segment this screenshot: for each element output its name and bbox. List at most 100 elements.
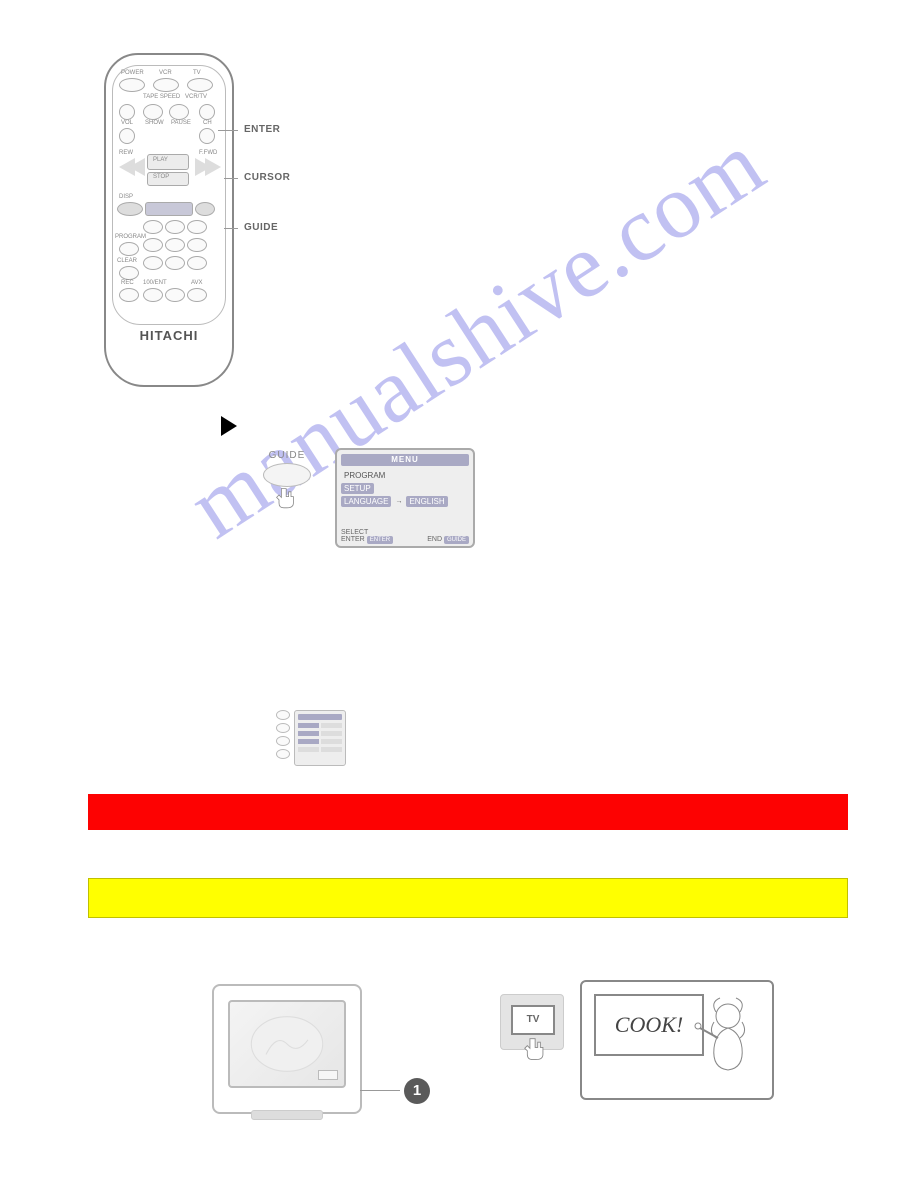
cook-text: COOK! [596,996,702,1054]
label-vcr: VCR [159,70,172,76]
guide-press-label: GUIDE [260,450,314,461]
page: manualshive.com POWER VCR TV TAPE SPEED … [0,0,918,1188]
clear-button[interactable] [119,266,139,280]
show-button[interactable] [143,104,163,120]
menu-row-setup: SETUP [341,483,469,494]
num-5-button[interactable] [165,238,185,252]
callout-enter: ENTER [244,124,280,135]
avx-button[interactable] [187,288,207,302]
vcr-button[interactable] [153,78,179,92]
mini-btn-4[interactable] [276,749,290,759]
label-disp: DISP [119,194,133,200]
pointing-hand-icon [272,487,302,511]
menu-screen: MENU PROGRAM SETUP LANGUAGE → ENGLISH SE… [335,448,475,548]
mini-btn-1[interactable] [276,710,290,720]
num-0-button[interactable] [165,288,185,302]
menu-footer-enter-key: ENTER [341,536,365,543]
label-pause: PAUSE [171,120,191,126]
tv-mode-button[interactable] [187,78,213,92]
menu-footer-end-val: GUIDE [444,536,469,544]
ch-down-button[interactable] [199,128,215,144]
menu-footer-end-key: END [427,536,442,543]
num-9-button[interactable] [187,256,207,270]
callout-line-cursor [224,178,238,179]
ent-button[interactable] [143,288,163,302]
label-program: PROGRAM [115,234,146,240]
remote-inner: POWER VCR TV TAPE SPEED VCR/TV VOL SHOW … [112,65,226,325]
mini-screen [294,710,346,766]
mini-row-3 [298,739,342,744]
label-tapespeed: TAPE SPEED [143,94,180,100]
pointing-hand-icon-2 [523,1035,549,1065]
menu-footer-enter-val: ENTER [367,536,393,544]
num-4-button[interactable] [143,238,163,252]
callout-line-guide [224,228,238,229]
menu-item-setup[interactable]: SETUP [341,483,374,494]
menu-item-language-value: ENGLISH [406,496,447,507]
mini-btn-2[interactable] [276,723,290,733]
label-play: PLAY [153,157,168,163]
label-ch: CH [203,120,212,126]
step-arrow-icon [221,416,237,436]
num-2-button[interactable] [165,220,185,234]
tv-screen [228,1000,346,1088]
label-rec: REC [121,280,134,286]
label-tv: TV [193,70,201,76]
disp-button[interactable] [117,202,143,216]
yellow-divider-bar [88,878,848,918]
person-icon [688,996,762,1092]
menu-row-program: PROGRAM [341,470,469,481]
pause-button[interactable] [169,104,189,120]
guide-press-graphic: GUIDE [260,450,314,511]
tv-set-graphic [212,984,362,1114]
remote-brand: HITACHI [106,328,232,343]
tv-button[interactable]: TV [511,1005,555,1035]
ch-up-button[interactable] [199,104,215,120]
menu-row-language: LANGUAGE → ENGLISH [341,496,469,507]
label-avx: AVX [191,280,203,286]
callout-guide: GUIDE [244,222,278,233]
guide-press-button[interactable] [263,463,311,487]
label-100ent: 100/ENT [143,280,167,286]
callout-cursor: CURSOR [244,172,290,183]
menu-title: MENU [341,454,469,466]
label-vcrtv: VCR/TV [185,94,207,100]
mini-row-4 [298,747,342,752]
badge-1: 1 [404,1078,430,1104]
tv-stand [251,1110,323,1120]
tv-callout-line [360,1090,400,1091]
num-8-button[interactable] [165,256,185,270]
label-power: POWER [121,70,144,76]
menu-item-language[interactable]: LANGUAGE [341,496,391,507]
tv-logo-badge [318,1070,338,1080]
remote-control: POWER VCR TV TAPE SPEED VCR/TV VOL SHOW … [104,53,234,387]
menu-item-program: PROGRAM [341,470,388,481]
mini-row-1 [298,723,342,728]
red-divider-bar [88,794,848,830]
vol-down-button[interactable] [119,128,135,144]
num-6-button[interactable] [187,238,207,252]
vol-up-button[interactable] [119,104,135,120]
guide-button[interactable] [195,202,215,216]
label-vol: VOL [121,120,133,126]
fwd-button-2[interactable] [205,158,221,176]
label-stop: STOP [153,174,169,180]
mini-side-buttons [276,710,290,762]
program-button[interactable] [119,242,139,256]
guide-bar[interactable] [145,202,193,216]
rew-button-2[interactable] [129,158,145,176]
num-1-button[interactable] [143,220,163,234]
mini-btn-3[interactable] [276,736,290,746]
rec-button[interactable] [119,288,139,302]
callout-line-enter [218,130,238,131]
mini-title-bar [298,714,342,720]
label-show: SHOW [145,120,164,126]
num-3-button[interactable] [187,220,207,234]
program-mini-graphic [276,710,346,770]
cook-frame: COOK! [580,980,774,1100]
mini-row-2 [298,731,342,736]
power-button[interactable] [119,78,145,92]
label-clear: CLEAR [117,258,137,264]
tv-button-graphic: TV [500,994,564,1050]
num-7-button[interactable] [143,256,163,270]
